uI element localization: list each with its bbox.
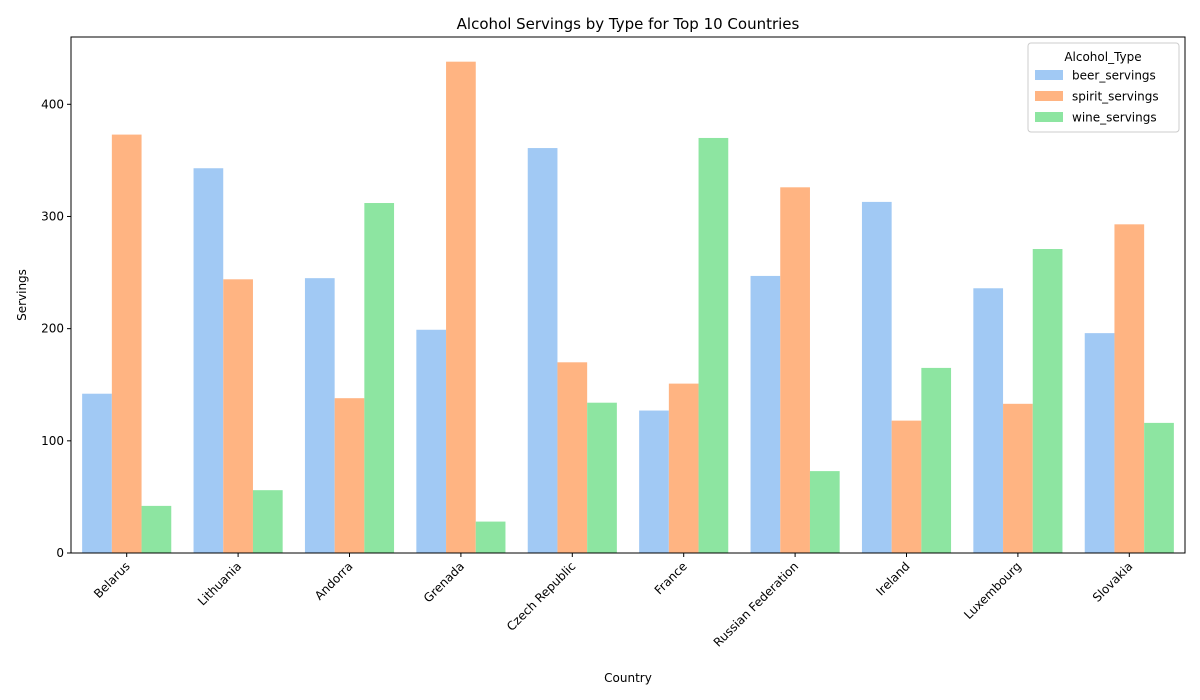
bar-beer_servings-belarus bbox=[82, 393, 112, 553]
bar-spirit_servings-luxembourg bbox=[1003, 403, 1033, 553]
bars-layer bbox=[82, 61, 1174, 554]
bar-spirit_servings-lithuania bbox=[223, 279, 253, 553]
legend: Alcohol_Type beer_servings spirit_serving… bbox=[1027, 42, 1180, 133]
x-tick-label: Ireland bbox=[873, 559, 912, 598]
legend-label-wine_servings: wine_servings bbox=[1072, 111, 1157, 125]
x-tick-label: Slovakia bbox=[1090, 559, 1136, 605]
x-tick-label: Lithuania bbox=[195, 559, 244, 608]
bar-beer_servings-slovakia bbox=[1084, 333, 1115, 553]
bar-beer_servings-lithuania bbox=[193, 168, 224, 554]
x-axis: Belarus Lithuania Andorra Grenada Czech Repu… bbox=[91, 553, 1135, 650]
bar-spirit_servings-slovakia bbox=[1114, 224, 1145, 553]
bar-spirit_servings-russian-federation bbox=[780, 187, 810, 553]
bar-spirit_servings-grenada bbox=[446, 61, 476, 554]
bar-wine_servings-russian-federation bbox=[809, 471, 840, 553]
y-tick-label: 300 bbox=[41, 209, 64, 223]
y-tick-label: 0 bbox=[56, 546, 64, 560]
bar-wine_servings-lithuania bbox=[252, 490, 283, 553]
x-tick-label: Russian Federation bbox=[711, 559, 801, 649]
bar-beer_servings-russian-federation bbox=[750, 275, 781, 553]
legend-label-beer_servings: beer_servings bbox=[1072, 69, 1156, 83]
bar-wine_servings-france bbox=[698, 137, 729, 553]
bar-wine_servings-ireland bbox=[921, 367, 952, 553]
legend-title: Alcohol_Type bbox=[1064, 50, 1141, 64]
bar-wine_servings-czech-republic bbox=[587, 402, 617, 553]
bar-beer_servings-luxembourg bbox=[973, 288, 1004, 553]
plot-frame bbox=[70, 36, 1186, 554]
legend-swatch-wine_servings bbox=[1035, 112, 1063, 122]
x-tick-label: Andorra bbox=[312, 559, 356, 603]
bar-wine_servings-belarus bbox=[141, 505, 172, 553]
bar-wine_servings-grenada bbox=[475, 521, 506, 553]
bar-wine_servings-slovakia bbox=[1144, 422, 1174, 553]
bar-spirit_servings-czech-republic bbox=[557, 362, 588, 553]
y-tick-label: 400 bbox=[41, 97, 64, 111]
legend-label-spirit_servings: spirit_servings bbox=[1072, 90, 1159, 104]
legend-swatch-beer_servings bbox=[1035, 70, 1063, 80]
y-axis: 0 100 200 300 400 bbox=[41, 97, 71, 560]
legend-box bbox=[1027, 42, 1180, 133]
y-tick-label: 200 bbox=[41, 322, 64, 336]
bar-beer_servings-czech-republic bbox=[527, 148, 558, 554]
y-tick-label: 100 bbox=[41, 434, 64, 448]
bar-spirit_servings-belarus bbox=[111, 134, 142, 553]
bar-beer_servings-france bbox=[639, 410, 669, 553]
x-axis-label: Country bbox=[604, 671, 652, 685]
x-tick-label: Belarus bbox=[91, 559, 133, 601]
x-tick-label: France bbox=[652, 559, 690, 597]
bar-beer_servings-ireland bbox=[861, 201, 892, 553]
y-axis-label: Servings bbox=[15, 269, 29, 321]
bar-spirit_servings-france bbox=[668, 383, 699, 553]
bar-beer_servings-andorra bbox=[304, 278, 335, 553]
bar-wine_servings-andorra bbox=[364, 203, 395, 553]
bar-wine_servings-luxembourg bbox=[1032, 249, 1063, 553]
chart-title: Alcohol Servings by Type for Top 10 Coun… bbox=[457, 15, 800, 33]
legend-swatch-spirit_servings bbox=[1035, 91, 1063, 101]
x-tick-label: Grenada bbox=[421, 559, 467, 605]
x-tick-label: Czech Republic bbox=[504, 559, 579, 634]
bar-spirit_servings-ireland bbox=[891, 420, 922, 553]
bar-spirit_servings-andorra bbox=[334, 398, 365, 553]
x-tick-label: Luxembourg bbox=[961, 559, 1024, 622]
bar-beer_servings-grenada bbox=[416, 329, 447, 553]
